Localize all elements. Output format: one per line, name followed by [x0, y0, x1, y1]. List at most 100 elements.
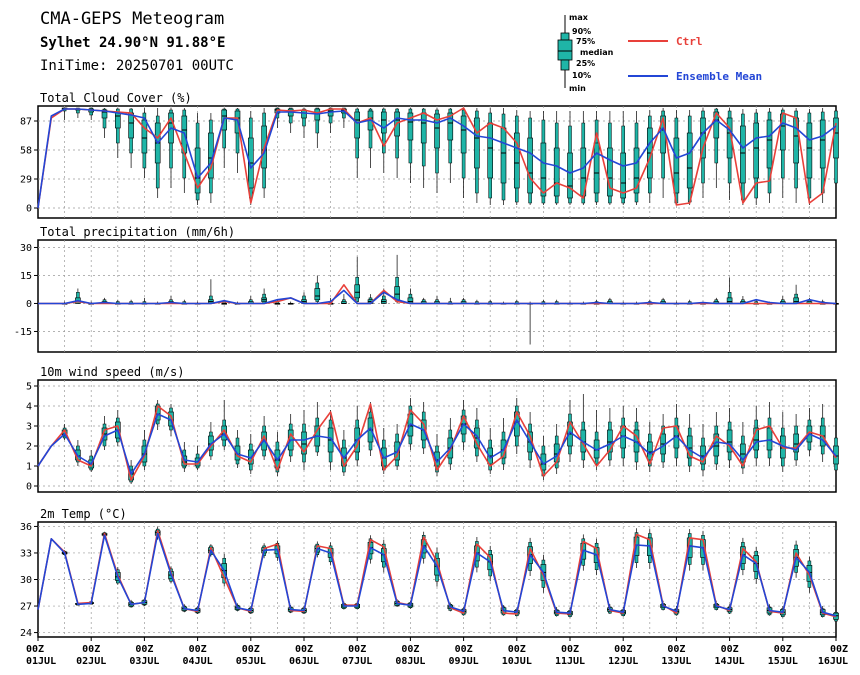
- x-tick-label-date: 11JUL: [555, 656, 585, 667]
- panel-3: 10m wind speed (m/s) 0 1 2 3 4 5: [26, 365, 839, 493]
- ensemble-box: [567, 400, 573, 462]
- box-iqr: [314, 288, 321, 301]
- y-tick-label: 2: [26, 442, 32, 453]
- ensemble-box: [194, 113, 201, 205]
- ensemble-box: [686, 110, 693, 205]
- ensemble-box: [620, 111, 627, 205]
- x-tick-label-date: 16JUL: [818, 656, 848, 667]
- box-iqr: [447, 112, 454, 141]
- box-iqr: [673, 137, 680, 194]
- box-iqr: [713, 111, 720, 139]
- panel-2: Total precipitation (mm/6h) -15 0 15 30: [14, 225, 839, 353]
- ensemble-mean-line: [37, 413, 837, 475]
- ensemble-box: [819, 404, 826, 462]
- box-iqr: [487, 122, 494, 179]
- x-tick-label-date: 05JUL: [236, 656, 266, 667]
- ensemble-box: [500, 108, 507, 205]
- legend-min-label: min: [569, 84, 586, 93]
- panel-title: 2m Temp (°C): [40, 507, 127, 521]
- ensemble-box: [460, 297, 467, 304]
- x-tick-label-hour: 00Z: [561, 644, 579, 655]
- panel-4: 2m Temp (°C) 24 27 30 33 36: [20, 507, 839, 639]
- ensemble-box: [567, 111, 573, 205]
- location-label: Sylhet 24.90°N 91.88°E: [40, 35, 225, 51]
- x-tick-label-hour: 00Z: [295, 644, 313, 655]
- y-tick-label: 58: [20, 146, 32, 157]
- ensemble-box: [793, 284, 799, 304]
- x-tick-label-date: 07JUL: [342, 656, 372, 667]
- ensemble-box: [314, 275, 321, 304]
- panels: Total Cloud Cover (%) 0 29 58 87 Total precip…: [14, 91, 839, 639]
- y-tick-label: 30: [20, 575, 32, 586]
- box-iqr: [686, 132, 693, 189]
- ensemble-box: [354, 256, 361, 304]
- ensemble-box: [447, 108, 454, 183]
- box-iqr: [819, 119, 826, 169]
- x-axis: 00Z01JUL00Z02JUL00Z03JUL00Z04JUL00Z05JUL…: [26, 637, 848, 667]
- x-tick-label-date: 15JUL: [768, 656, 798, 667]
- ensemble-box: [833, 108, 839, 198]
- ensemble-box: [234, 430, 241, 468]
- box-iqr: [740, 125, 746, 184]
- ensemble-box: [474, 108, 480, 203]
- y-tick-label: 5: [26, 382, 32, 393]
- ensemble-box: [460, 108, 467, 198]
- ensemble-box: [726, 277, 733, 304]
- ensemble-box: [580, 394, 587, 468]
- ensemble-box: [513, 398, 520, 454]
- ensemble-box: [487, 428, 494, 474]
- ensemble-box: [301, 292, 307, 304]
- legend-p75-label: 75%: [576, 37, 595, 46]
- ensemble-box: [793, 414, 799, 466]
- ensemble-box: [248, 434, 254, 474]
- ensemble-box: [673, 404, 680, 466]
- ensemble-box: [819, 108, 826, 203]
- chart-title: CMA-GEPS Meteogram: [40, 9, 224, 29]
- y-tick-label: 29: [20, 175, 32, 186]
- y-tick-label: 15: [20, 271, 32, 282]
- ensemble-box: [500, 418, 507, 470]
- panel-title: Total Cloud Cover (%): [40, 91, 192, 105]
- x-tick-label-hour: 00Z: [667, 644, 685, 655]
- ensemble-box: [248, 111, 254, 205]
- x-tick-label-hour: 00Z: [348, 644, 366, 655]
- legend-p90-label: 90%: [572, 27, 591, 36]
- ensemble-box: [261, 288, 267, 304]
- ensemble-box: [208, 279, 214, 304]
- box-iqr: [354, 111, 361, 139]
- legend: max 90% 75% median 25% 10% min Ctrl Ense…: [557, 13, 762, 93]
- x-tick-label-hour: 00Z: [508, 644, 526, 655]
- legend-max-label: max: [569, 13, 589, 22]
- x-tick-label-date: 04JUL: [183, 656, 213, 667]
- ensemble-mean-line: [38, 289, 837, 305]
- ensemble-box: [753, 109, 760, 205]
- ensemble-box: [221, 108, 227, 168]
- ensemble-box: [793, 108, 799, 203]
- ensemble-box: [513, 110, 520, 205]
- ensemble-box: [686, 414, 693, 472]
- ensemble-box: [700, 424, 706, 476]
- box-iqr: [553, 147, 560, 197]
- ensemble-box: [380, 108, 387, 173]
- ensemble-box: [115, 108, 121, 158]
- box-iqr: [141, 119, 148, 154]
- ensemble-box: [527, 301, 533, 345]
- ensemble-mean-line: [37, 532, 837, 617]
- x-tick-label-date: 10JUL: [502, 656, 532, 667]
- ensemble-box: [753, 406, 760, 466]
- box-decile-range: [315, 107, 320, 134]
- box-iqr: [753, 122, 760, 179]
- ensemble-box: [633, 111, 640, 205]
- ensemble-box: [726, 108, 733, 200]
- ctrl-line: [37, 107, 837, 209]
- ensemble-box: [101, 108, 108, 138]
- ensemble-box: [354, 406, 361, 466]
- legend-ctrl-label: Ctrl: [676, 35, 703, 48]
- box-iqr: [460, 115, 467, 154]
- box-iqr: [793, 433, 799, 453]
- y-tick-label: 0: [26, 482, 32, 493]
- box-iqr: [474, 117, 480, 169]
- ensemble-box: [128, 108, 134, 168]
- y-tick-label: 33: [20, 548, 32, 559]
